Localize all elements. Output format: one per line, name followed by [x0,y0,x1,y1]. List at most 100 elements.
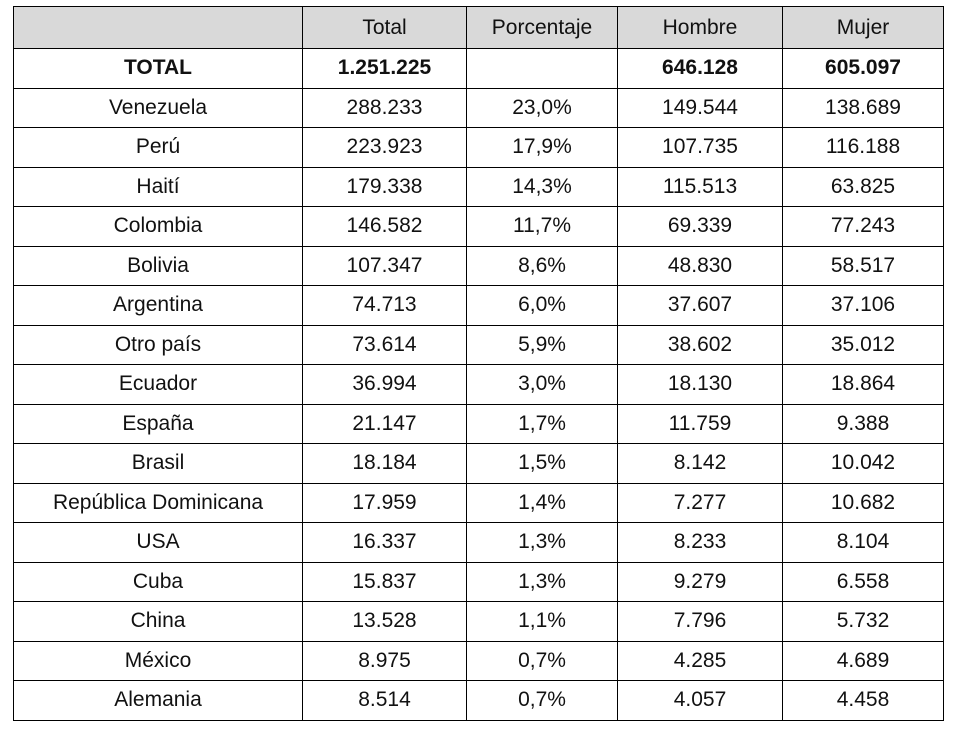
table-cell: 6,0% [466,285,618,326]
table-cell: 17,9% [466,127,618,168]
table-cell: Brasil [13,443,303,484]
table-cell: 58.517 [782,245,944,286]
table-cell: Cuba [13,561,303,602]
table-cell: 8.233 [617,522,783,563]
table-cell: 74.713 [302,285,467,326]
table-cell: 48.830 [617,245,783,286]
table-row: España 21.147 1,7% 11.759 9.388 [13,403,944,444]
table-cell: República Dominicana [13,482,303,523]
table-cell: 21.147 [302,403,467,444]
table-cell: 115.513 [617,166,783,207]
table-cell: 35.012 [782,324,944,365]
table-cell: 0,7% [466,640,618,681]
table-row: China 13.528 1,1% 7.796 5.732 [13,601,944,642]
table-cell: Otro país [13,324,303,365]
header-cell: Mujer [782,6,944,49]
table-cell: 8.104 [782,522,944,563]
table-cell: 1,1% [466,601,618,642]
header-cell: Total [302,6,467,49]
table-cell: 1,5% [466,443,618,484]
table-cell: 63.825 [782,166,944,207]
table-cell: España [13,403,303,444]
table-cell: 36.994 [302,364,467,405]
table-cell: 8.142 [617,443,783,484]
header-row: Total Porcentaje Hombre Mujer [13,6,944,49]
table-cell: 7.796 [617,601,783,642]
table-cell: 4.285 [617,640,783,681]
table-cell: 1,4% [466,482,618,523]
table-cell: 13.528 [302,601,467,642]
table-cell: 0,7% [466,680,618,721]
table-row: Haití 179.338 14,3% 115.513 63.825 [13,166,944,207]
table-cell: 10.682 [782,482,944,523]
table-cell: 11,7% [466,206,618,247]
table-cell: 69.339 [617,206,783,247]
table-row: Perú 223.923 17,9% 107.735 116.188 [13,127,944,168]
table-cell: 107.347 [302,245,467,286]
table-cell: Haití [13,166,303,207]
table-cell: 15.837 [302,561,467,602]
table-row: México 8.975 0,7% 4.285 4.689 [13,640,944,681]
table-row: Alemania 8.514 0,7% 4.057 4.458 [13,680,944,721]
table-cell: 1.251.225 [302,48,467,89]
table-cell: 5,9% [466,324,618,365]
table-cell: 9.279 [617,561,783,602]
table-cell: 5.732 [782,601,944,642]
table-cell: 37.607 [617,285,783,326]
table-cell: 4.458 [782,680,944,721]
table-cell: 18.184 [302,443,467,484]
table-cell: 9.388 [782,403,944,444]
table-row: Brasil 18.184 1,5% 8.142 10.042 [13,443,944,484]
table-cell [466,48,618,89]
table-cell: Bolivia [13,245,303,286]
header-cell: Porcentaje [466,6,618,49]
table-cell: 37.106 [782,285,944,326]
table-cell: 10.042 [782,443,944,484]
table-cell: 223.923 [302,127,467,168]
table-cell: 605.097 [782,48,944,89]
table-cell: 149.544 [617,87,783,128]
table-row: Bolivia 107.347 8,6% 48.830 58.517 [13,245,944,286]
table-cell: 107.735 [617,127,783,168]
table-cell: 17.959 [302,482,467,523]
table-cell: Alemania [13,680,303,721]
table-row: Cuba 15.837 1,3% 9.279 6.558 [13,561,944,602]
table-cell: 288.233 [302,87,467,128]
table-cell: 4.057 [617,680,783,721]
table-cell: 16.337 [302,522,467,563]
table-cell: 18.864 [782,364,944,405]
table-cell: Perú [13,127,303,168]
table-cell: 146.582 [302,206,467,247]
table-row: Otro país 73.614 5,9% 38.602 35.012 [13,324,944,365]
table-cell: 1,7% [466,403,618,444]
table-cell: Argentina [13,285,303,326]
table-cell: USA [13,522,303,563]
table-cell: 73.614 [302,324,467,365]
table-cell: México [13,640,303,681]
table-cell: China [13,601,303,642]
header-cell: Hombre [617,6,783,49]
table-row: USA 16.337 1,3% 8.233 8.104 [13,522,944,563]
table-cell: 6.558 [782,561,944,602]
header-cell [13,6,303,49]
table-cell: 1,3% [466,522,618,563]
table-cell: 8.975 [302,640,467,681]
table-row: Argentina 74.713 6,0% 37.607 37.106 [13,285,944,326]
table-cell: 23,0% [466,87,618,128]
total-row: TOTAL 1.251.225 646.128 605.097 [13,48,944,89]
table-cell: Venezuela [13,87,303,128]
table-cell: 4.689 [782,640,944,681]
table-cell: 38.602 [617,324,783,365]
table-cell: Colombia [13,206,303,247]
table-cell: 77.243 [782,206,944,247]
data-table: Total Porcentaje Hombre Mujer TOTAL 1.25… [13,6,944,721]
table-row: República Dominicana 17.959 1,4% 7.277 10.68… [13,482,944,523]
table-cell: 3,0% [466,364,618,405]
table-cell: 18.130 [617,364,783,405]
table-cell: 138.689 [782,87,944,128]
table-cell: TOTAL [13,48,303,89]
table-cell: 1,3% [466,561,618,602]
table-cell: 8,6% [466,245,618,286]
table-row: Ecuador 36.994 3,0% 18.130 18.864 [13,364,944,405]
table-cell: 14,3% [466,166,618,207]
